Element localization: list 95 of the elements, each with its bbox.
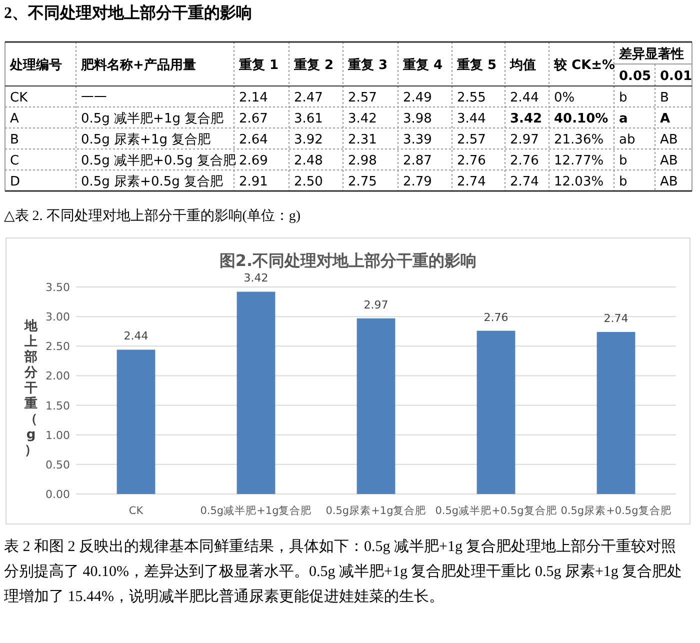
text: AB (660, 132, 678, 148)
text: 0.5g 尿素+0.5g 复合肥 (81, 174, 224, 190)
text: 均值 (509, 58, 536, 73)
text: 2.49 (403, 90, 432, 106)
text: △表 2. 不同处理对地上部分干重的影响(单位：g) (4, 208, 301, 224)
text: CK (10, 90, 28, 106)
text: 重复 5 (456, 57, 497, 73)
text: 2.79 (403, 174, 432, 190)
text: 2.64 (239, 132, 268, 148)
text: 2.55 (457, 90, 486, 106)
text: 3.61 (294, 112, 323, 126)
text: D (10, 174, 20, 190)
text: 3.44 (457, 112, 486, 126)
text: a (619, 112, 628, 126)
text: 2.31 (348, 132, 377, 148)
data-label: 3.42 (244, 272, 268, 285)
bar (596, 332, 636, 494)
text: 2.50 (294, 174, 323, 190)
data-label: 2.97 (364, 298, 388, 312)
text: 3.00 (46, 310, 70, 324)
x-tick-label: 0.5g尿素+1g复合肥 (326, 504, 426, 517)
text: 处理编号 (9, 57, 62, 73)
text: 0.50 (46, 458, 70, 472)
text: 0.01 (660, 69, 692, 84)
text: 表 2 和图 2 反映出的规律基本同鲜重结果，具体如下：0.5g 减半肥+1g 复合肥处理地上部分干重较对照分别提高了 40.10%，差异达到了极显著水平。0.5g 减半肥+1g 复合肥处理干重比 0.5g 尿素+1g 复合肥处理增加了 15.44%，说明减半肥比普通尿素更能促进娃娃菜的生长。 (4, 538, 682, 605)
text: b (619, 90, 628, 106)
text: 3.42 (510, 112, 542, 126)
text: 较 CK±% (553, 57, 616, 73)
text: 2.76 (457, 154, 486, 168)
text: b (619, 174, 628, 190)
text: 2.44 (510, 90, 539, 106)
chart-title: 图2.不同处理对地上部分干重的影响 (219, 251, 477, 270)
text: 2.14 (239, 90, 268, 106)
text: 一一 (81, 90, 107, 106)
text: 2.74 (457, 174, 486, 190)
text: 重复 3 (347, 57, 388, 73)
text: 肥料名称+产品用量 (80, 57, 196, 73)
text: 2.00 (46, 370, 70, 383)
text: 0.00 (46, 488, 70, 501)
text: 2.74 (510, 174, 539, 190)
text: 2.69 (239, 154, 268, 168)
text: AB (660, 174, 678, 190)
text: 1.00 (46, 428, 70, 442)
text: 重复 1 (238, 57, 279, 73)
text: 重复 2 (293, 57, 334, 73)
text: 2.57 (348, 90, 377, 106)
text: 地上部分干重（g） (24, 319, 38, 458)
x-tick-label: 0.5g减半肥+1g复合肥 (200, 504, 312, 517)
text: 0% (554, 90, 575, 106)
text: 2.48 (294, 154, 323, 168)
bar (356, 318, 396, 494)
bar (236, 292, 276, 494)
text: 2.87 (403, 154, 432, 168)
data-label: 2.76 (484, 310, 508, 324)
text: 2.98 (348, 154, 377, 168)
x-tick-label: 0.5g尿素+0.5g复合肥 (560, 504, 672, 517)
text: 40.10% (554, 112, 608, 126)
text: 重复 4 (402, 57, 443, 73)
bar (116, 350, 156, 494)
data-label: 2.74 (604, 312, 628, 325)
text: 0.05 (619, 69, 652, 84)
text: 3.92 (294, 132, 323, 148)
text: 2.97 (510, 132, 539, 148)
text: 2.76 (510, 154, 539, 168)
x-tick-label: CK (128, 505, 144, 517)
text: A (10, 112, 19, 126)
text: 2.75 (348, 174, 377, 190)
text: B (10, 132, 19, 148)
text: 0.5g 尿素+1g 复合肥 (81, 132, 211, 148)
text: 3.39 (403, 132, 432, 148)
text: A (660, 112, 670, 126)
text: 2.91 (239, 174, 268, 190)
text: 0.5g 减半肥+1g 复合肥 (81, 112, 224, 126)
text: 2.47 (294, 90, 323, 106)
text: 12.77% (554, 154, 604, 168)
text: 21.36% (554, 132, 604, 148)
x-tick-label: 0.5g减半肥+0.5g复合肥 (435, 504, 557, 517)
text: AB (660, 154, 678, 168)
text: b (619, 154, 628, 168)
bar (476, 330, 516, 494)
text: C (10, 154, 20, 168)
text: 差异显著性 (618, 46, 684, 62)
text: 12.03% (554, 174, 604, 190)
text: 2.50 (46, 340, 70, 354)
text: 0.5g 减半肥+0.5g 复合肥 (81, 154, 236, 168)
text: 1.50 (46, 399, 70, 412)
text: 2、不同处理对地上部分干重的影响 (4, 4, 252, 22)
data-label: 2.44 (124, 330, 148, 343)
text: 2.57 (457, 132, 486, 148)
text: 3.50 (46, 281, 70, 294)
text: 2.67 (239, 112, 268, 126)
text: 3.98 (403, 112, 432, 126)
text: ab (619, 132, 636, 148)
text: 3.42 (348, 112, 377, 126)
text: B (660, 90, 669, 106)
